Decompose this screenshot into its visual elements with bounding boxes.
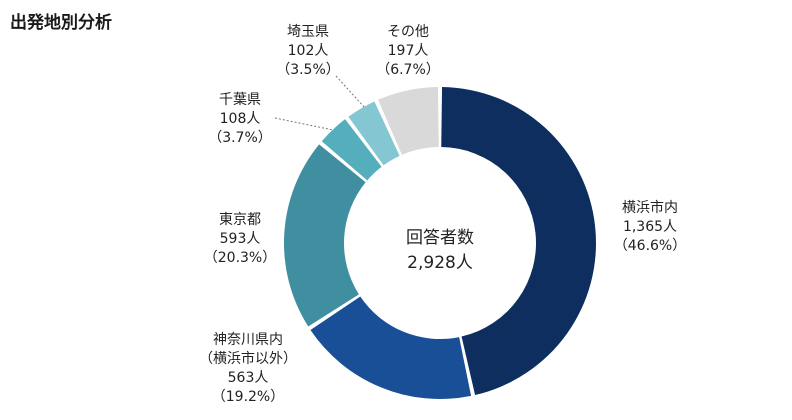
donut-slices xyxy=(284,87,596,399)
label-tokyo-percent: （20.3%） xyxy=(204,250,276,266)
slice-saitama xyxy=(348,101,400,166)
slice-yokohama xyxy=(441,87,596,396)
label-other-percent: （6.7%） xyxy=(376,62,440,78)
label-saitama-name: 埼玉県 xyxy=(287,24,329,40)
label-tokyo-count: 593人 xyxy=(220,231,261,247)
label-saitama-percent: （3.5%） xyxy=(276,62,340,78)
label-yokohama-count: 1,365人 xyxy=(623,219,677,235)
leader-line-chiba xyxy=(274,117,334,131)
label-yokohama-percent: （46.6%） xyxy=(614,238,686,254)
center-total: 2,928人 xyxy=(407,253,473,273)
page-title: 出発地別分析 xyxy=(10,13,112,33)
label-kanagawa-percent: （19.2%） xyxy=(212,389,284,405)
label-kanagawa-name-1: 神奈川県内 xyxy=(213,332,283,348)
label-yokohama-name: 横浜市内 xyxy=(622,199,678,216)
label-chiba-percent: （3.7%） xyxy=(208,130,272,146)
label-chiba-count: 108人 xyxy=(220,111,261,127)
leader-line-saitama xyxy=(335,75,366,109)
slice-labels: 横浜市内 1,365人 （46.6%） 神奈川県内 （横浜市以外） 563人 （19.2%）… xyxy=(199,24,686,405)
slice-chiba xyxy=(321,119,382,181)
center-label-group: 回答者数 2,928人 xyxy=(406,228,474,273)
label-chiba-name: 千葉県 xyxy=(219,92,261,108)
label-other-name: その他 xyxy=(387,24,429,40)
label-other-count: 197人 xyxy=(388,43,429,59)
slice-tokyo xyxy=(284,144,366,327)
label-saitama-count: 102人 xyxy=(288,43,329,59)
slice-kanagawa xyxy=(310,296,472,399)
leader-lines xyxy=(274,75,366,131)
label-kanagawa-name-2: （横浜市以外） xyxy=(199,350,297,367)
label-kanagawa-count: 563人 xyxy=(228,370,269,386)
center-label: 回答者数 xyxy=(406,228,474,248)
slice-other xyxy=(378,87,439,155)
label-tokyo-name: 東京都 xyxy=(219,212,261,228)
